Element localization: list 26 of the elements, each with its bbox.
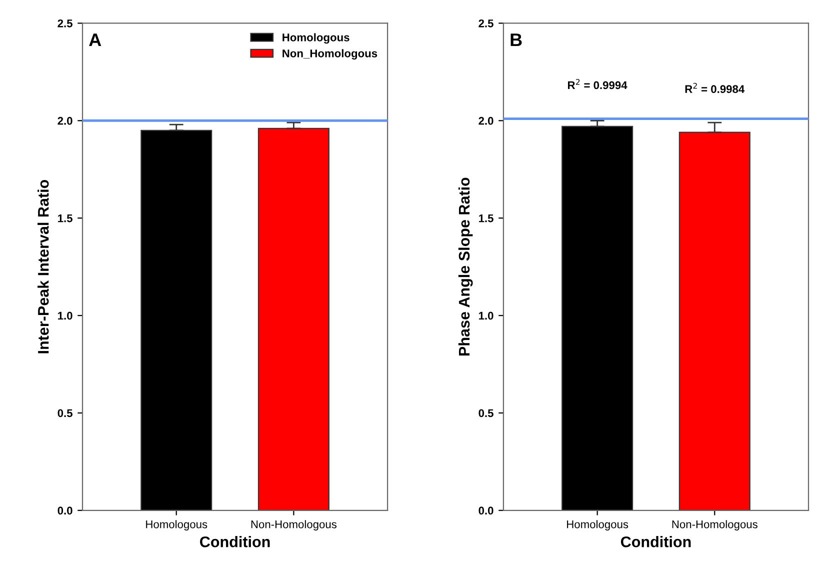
- y-tick-label: 1.5: [58, 214, 72, 222]
- y-tick-label: 2.0: [478, 116, 494, 125]
- legend-label: Non_Homologous: [282, 49, 378, 60]
- x-axis-title: Condition: [620, 536, 691, 548]
- y-tick-label: 2.5: [58, 19, 72, 28]
- y-axis-title: Inter-Peak Interval Ratio: [38, 180, 49, 354]
- x-axis-title: Condition: [200, 536, 270, 548]
- y-tick-label: 2.5: [478, 19, 494, 28]
- x-tick-label: Non-Homologous: [672, 520, 758, 530]
- x-tick-label: Homologous: [567, 520, 628, 530]
- annotation: R$^{2}$ = 0.9984: [685, 82, 745, 94]
- y-tick-label: 0.5: [58, 409, 72, 418]
- annotation: R$^{2}$ = 0.9994: [568, 78, 628, 90]
- y-tick-label: 2.0: [58, 116, 72, 125]
- y-tick-label: 1.5: [478, 214, 494, 222]
- x-tick-label: Homologous: [146, 520, 208, 530]
- y-axis-title: Phase Angle Slope Ratio: [458, 178, 473, 356]
- legend-label: Homologous: [282, 33, 350, 44]
- y-tick-label: 1.0: [478, 312, 494, 320]
- x-tick-label: Non-Homologous: [251, 520, 337, 530]
- y-tick-label: 0.0: [58, 506, 72, 515]
- y-tick-label: 0.0: [478, 506, 494, 515]
- annotation: A: [89, 34, 102, 46]
- y-tick-label: 0.5: [478, 409, 494, 418]
- y-tick-label: 1.0: [58, 312, 72, 320]
- annotation: B: [510, 34, 522, 46]
